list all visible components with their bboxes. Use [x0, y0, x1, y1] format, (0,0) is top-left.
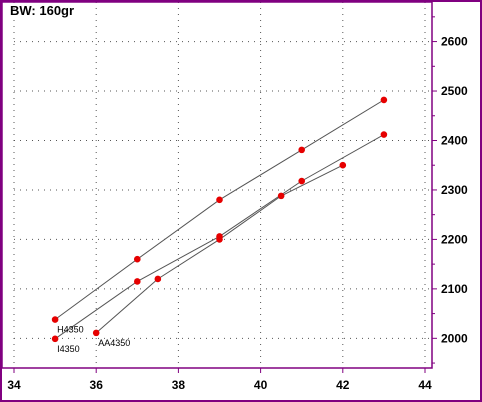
x-tick-label: 38: [172, 378, 186, 392]
series-label-h4350: H4350: [57, 325, 84, 335]
x-tick-label: 36: [90, 378, 104, 392]
y-tick-label: 2400: [441, 133, 468, 147]
x-tick-label: 44: [418, 378, 432, 392]
series-label-i4350: I4350: [57, 344, 80, 354]
chart-title: BW: 160gr: [10, 3, 74, 18]
data-point-i4350: [380, 131, 388, 138]
series-labels: H4350 I4350 AA4350: [57, 325, 130, 354]
plot-border: [1, 1, 433, 369]
data-point-h4350: [134, 255, 141, 263]
y-tick-label: 2600: [441, 35, 468, 49]
x-tick-label: 40: [254, 378, 268, 392]
y-tick-label: 2500: [441, 84, 468, 98]
data-point-aa4350: [216, 236, 223, 243]
x-tick-label: 34: [7, 378, 21, 392]
axis-layer: 34 36 38 40 42 44 2000 2100 2200 2300 2400 2500 2600: [7, 16, 468, 392]
data-points: [51, 96, 388, 343]
data-point-h4350: [51, 316, 59, 323]
grid-layer: [13, 2, 430, 368]
x-tick-label: 42: [336, 378, 350, 392]
series-label-aa4350: AA4350: [98, 338, 130, 348]
data-point-h4350: [298, 146, 306, 154]
series-line-aa4350: [95, 164, 344, 334]
data-point-aa4350: [154, 275, 162, 283]
data-point-i4350: [51, 335, 59, 343]
data-point-h4350: [216, 196, 223, 204]
data-point-i4350: [134, 278, 141, 285]
y-tick-label: 2100: [441, 282, 468, 296]
data-point-h4350: [380, 96, 388, 104]
data-point-aa4350: [92, 329, 100, 337]
series-lines: [54, 99, 385, 340]
y-tick-label: 2200: [441, 232, 468, 246]
data-point-i4350: [298, 177, 306, 185]
series-line-h4350: [54, 99, 385, 320]
data-point-aa4350: [277, 192, 285, 200]
y-tick-label: 2300: [441, 183, 468, 197]
y-tick-label: 2000: [441, 331, 468, 345]
data-point-aa4350: [339, 161, 347, 169]
